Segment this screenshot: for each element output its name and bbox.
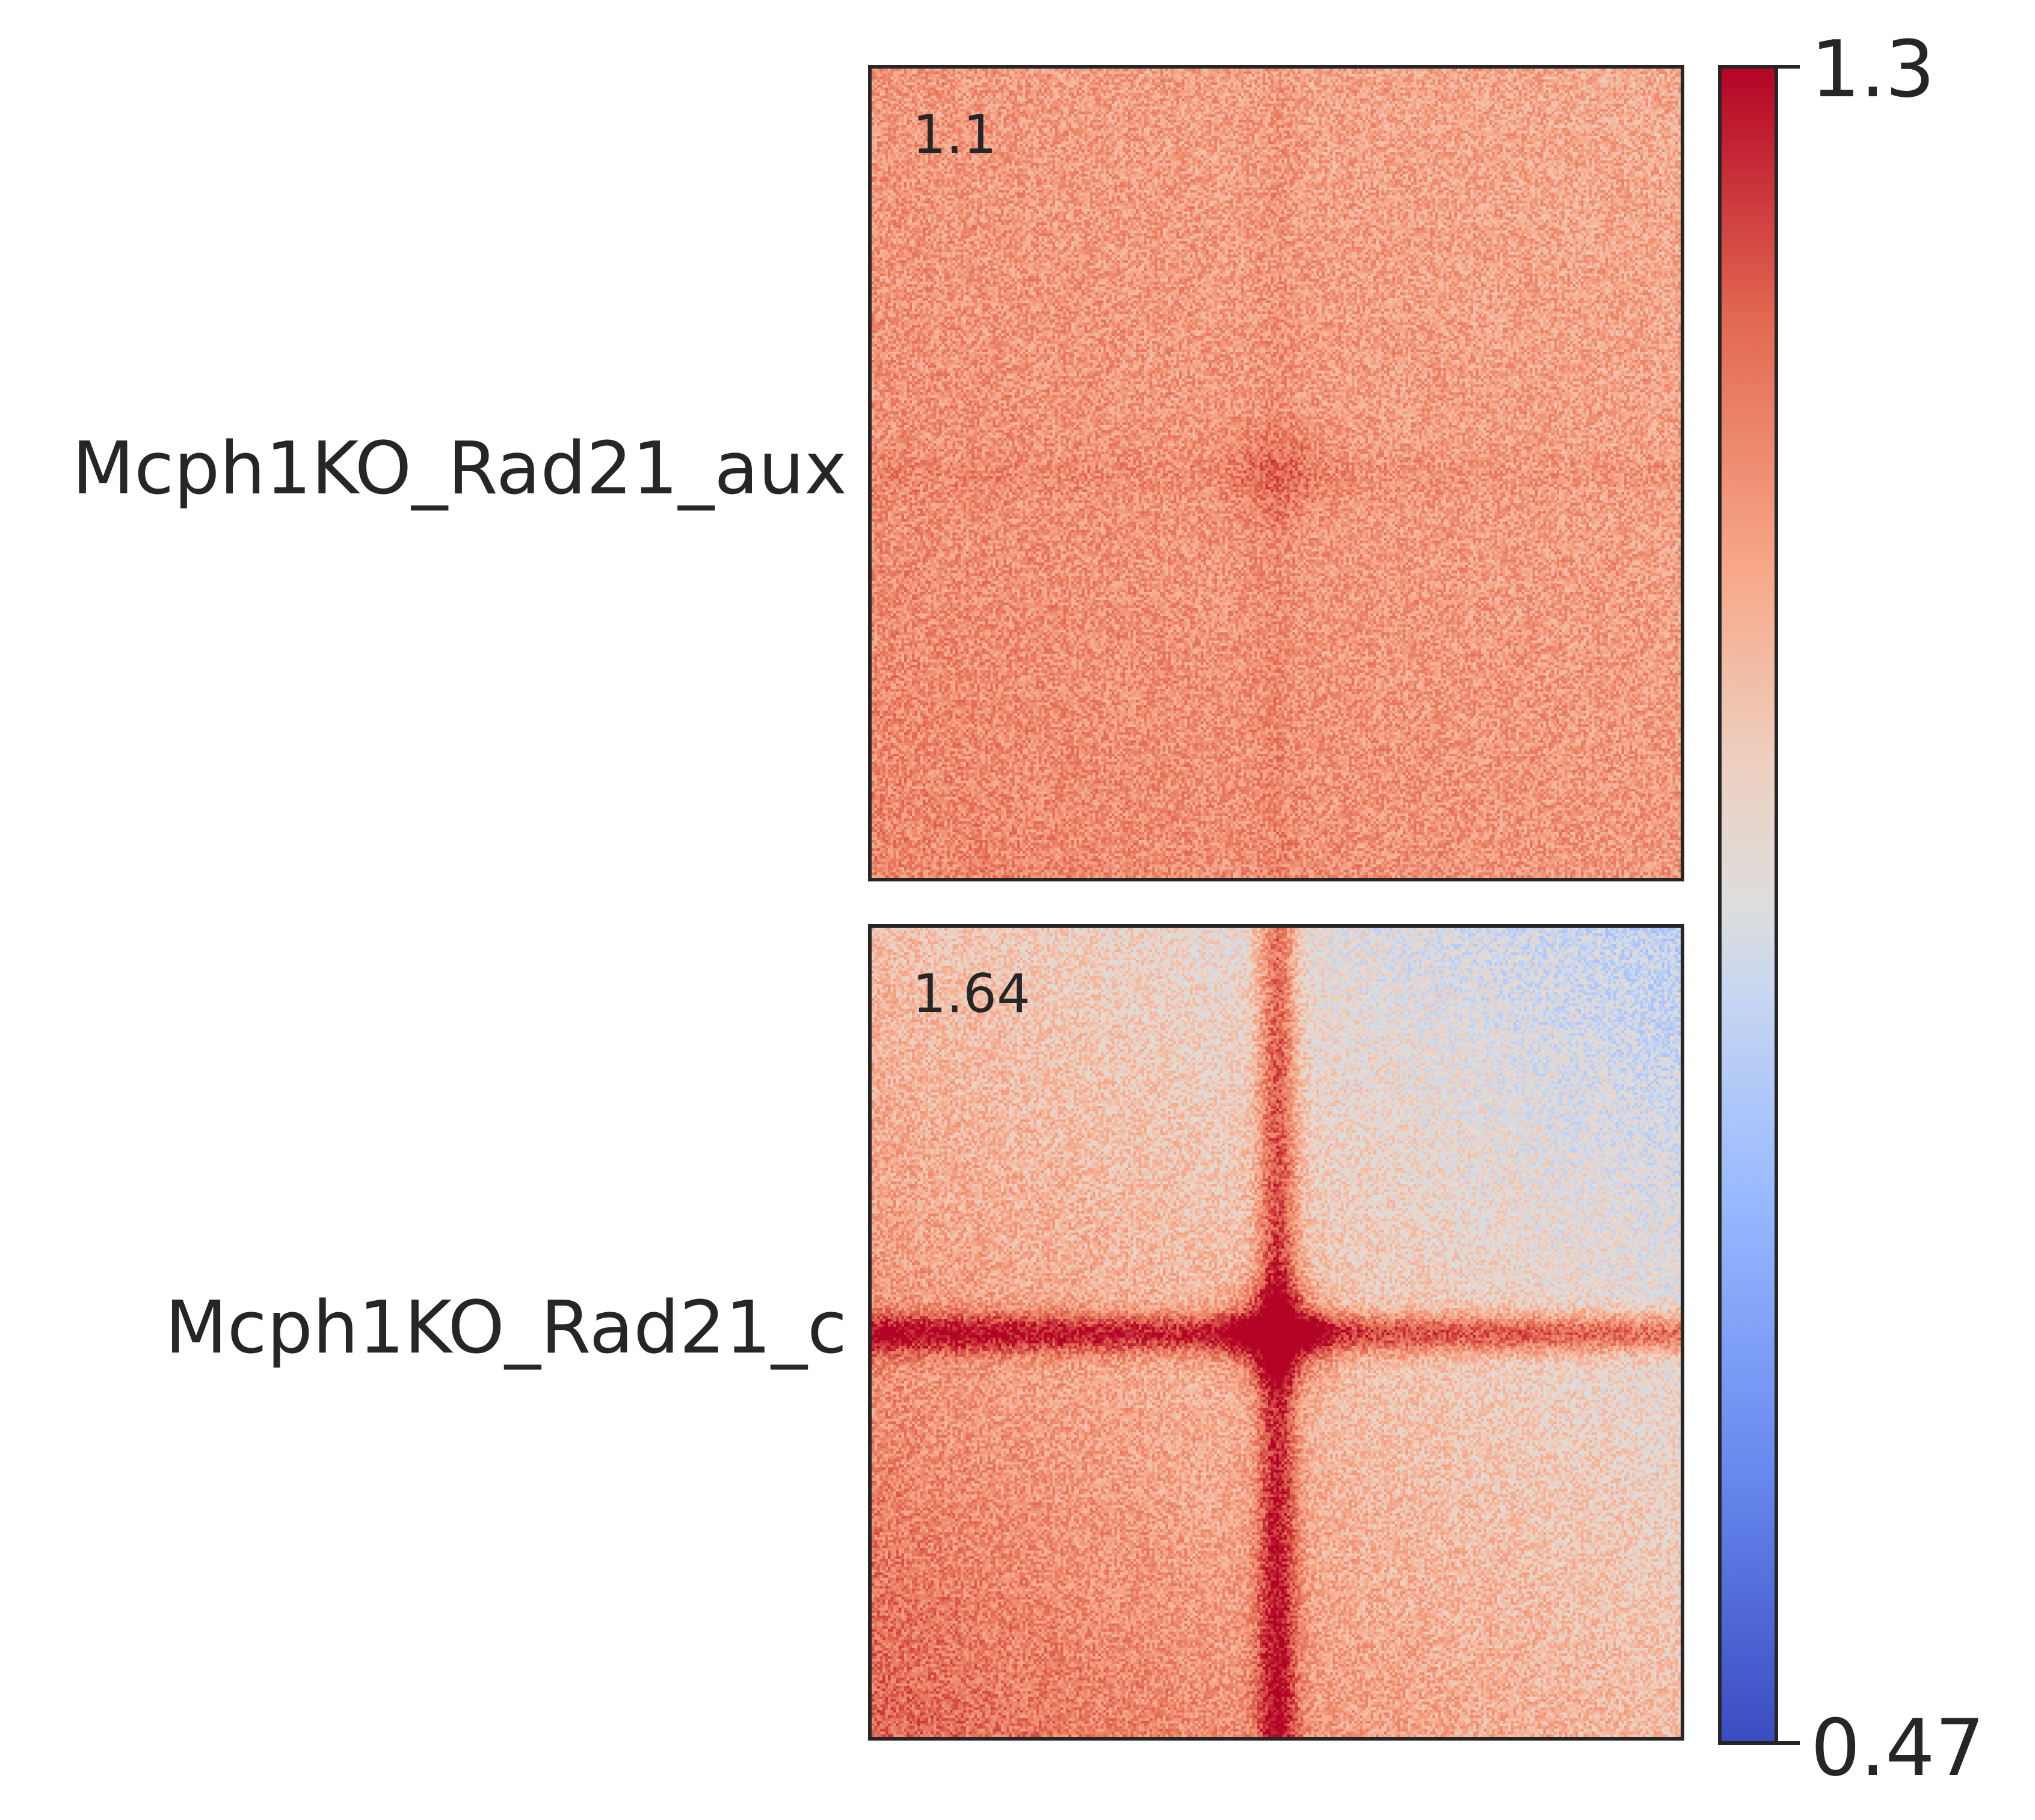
colorbar-tick-max [1778,65,1800,69]
heatmap-image-top [872,69,1681,878]
row-label-bottom: Mcph1KO_Rad21_c [165,1286,847,1370]
heatmap-image-bottom [872,928,1681,1737]
colorbar-min-label: 0.47 [1811,1702,1985,1794]
row-label-top: Mcph1KO_Rad21_aux [72,427,847,511]
heatmap-panel-bottom: 1.64 [868,924,1684,1741]
panel-score-top: 1.1 [913,103,997,165]
heatmap-panel-top: 1.1 [868,65,1684,881]
colorbar-tick-min [1778,1741,1800,1745]
colorbar [1718,65,1778,1745]
panel-score-bottom: 1.64 [913,963,1030,1025]
colorbar-max-label: 1.3 [1811,23,1935,115]
